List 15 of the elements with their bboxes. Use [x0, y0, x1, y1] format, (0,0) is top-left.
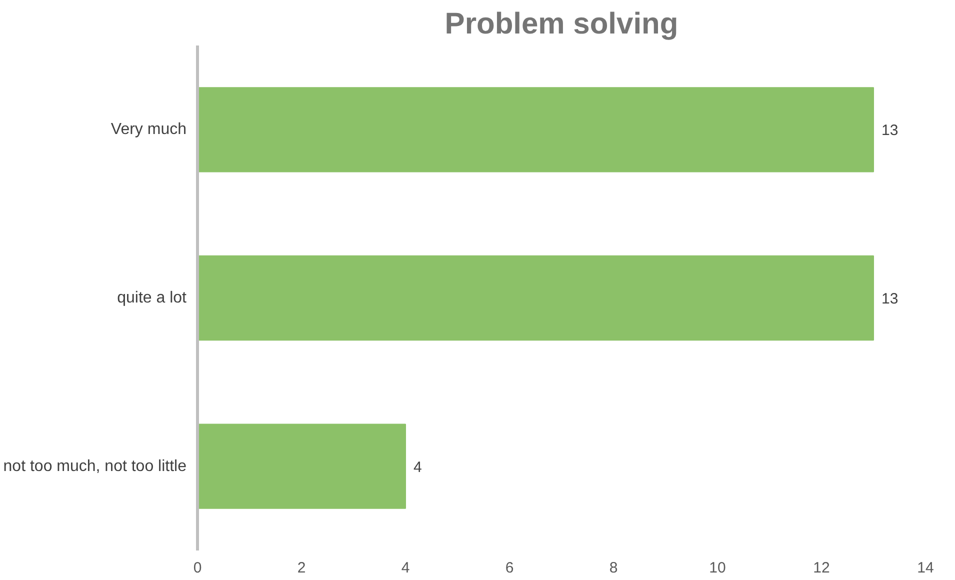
x-tick-label: 14: [917, 560, 934, 576]
y-tick-label: quite a lot: [117, 290, 188, 306]
x-tick-label: 6: [505, 560, 514, 576]
x-tick-label: 12: [813, 560, 830, 576]
data-label: 4: [414, 458, 422, 476]
x-tick-label: 4: [401, 560, 410, 576]
x-tick-label: 8: [609, 560, 618, 576]
y-tick-label: not too much, not too little: [3, 458, 187, 475]
x-tick-label: 2: [297, 560, 306, 576]
x-tick-label: 10: [709, 560, 726, 576]
data-label: 13: [882, 122, 898, 140]
x-tick-label: 0: [193, 560, 202, 576]
chart-title: Problem solving: [444, 8, 678, 40]
y-tick-label: Very much: [110, 121, 187, 138]
data-label: 13: [882, 290, 898, 308]
